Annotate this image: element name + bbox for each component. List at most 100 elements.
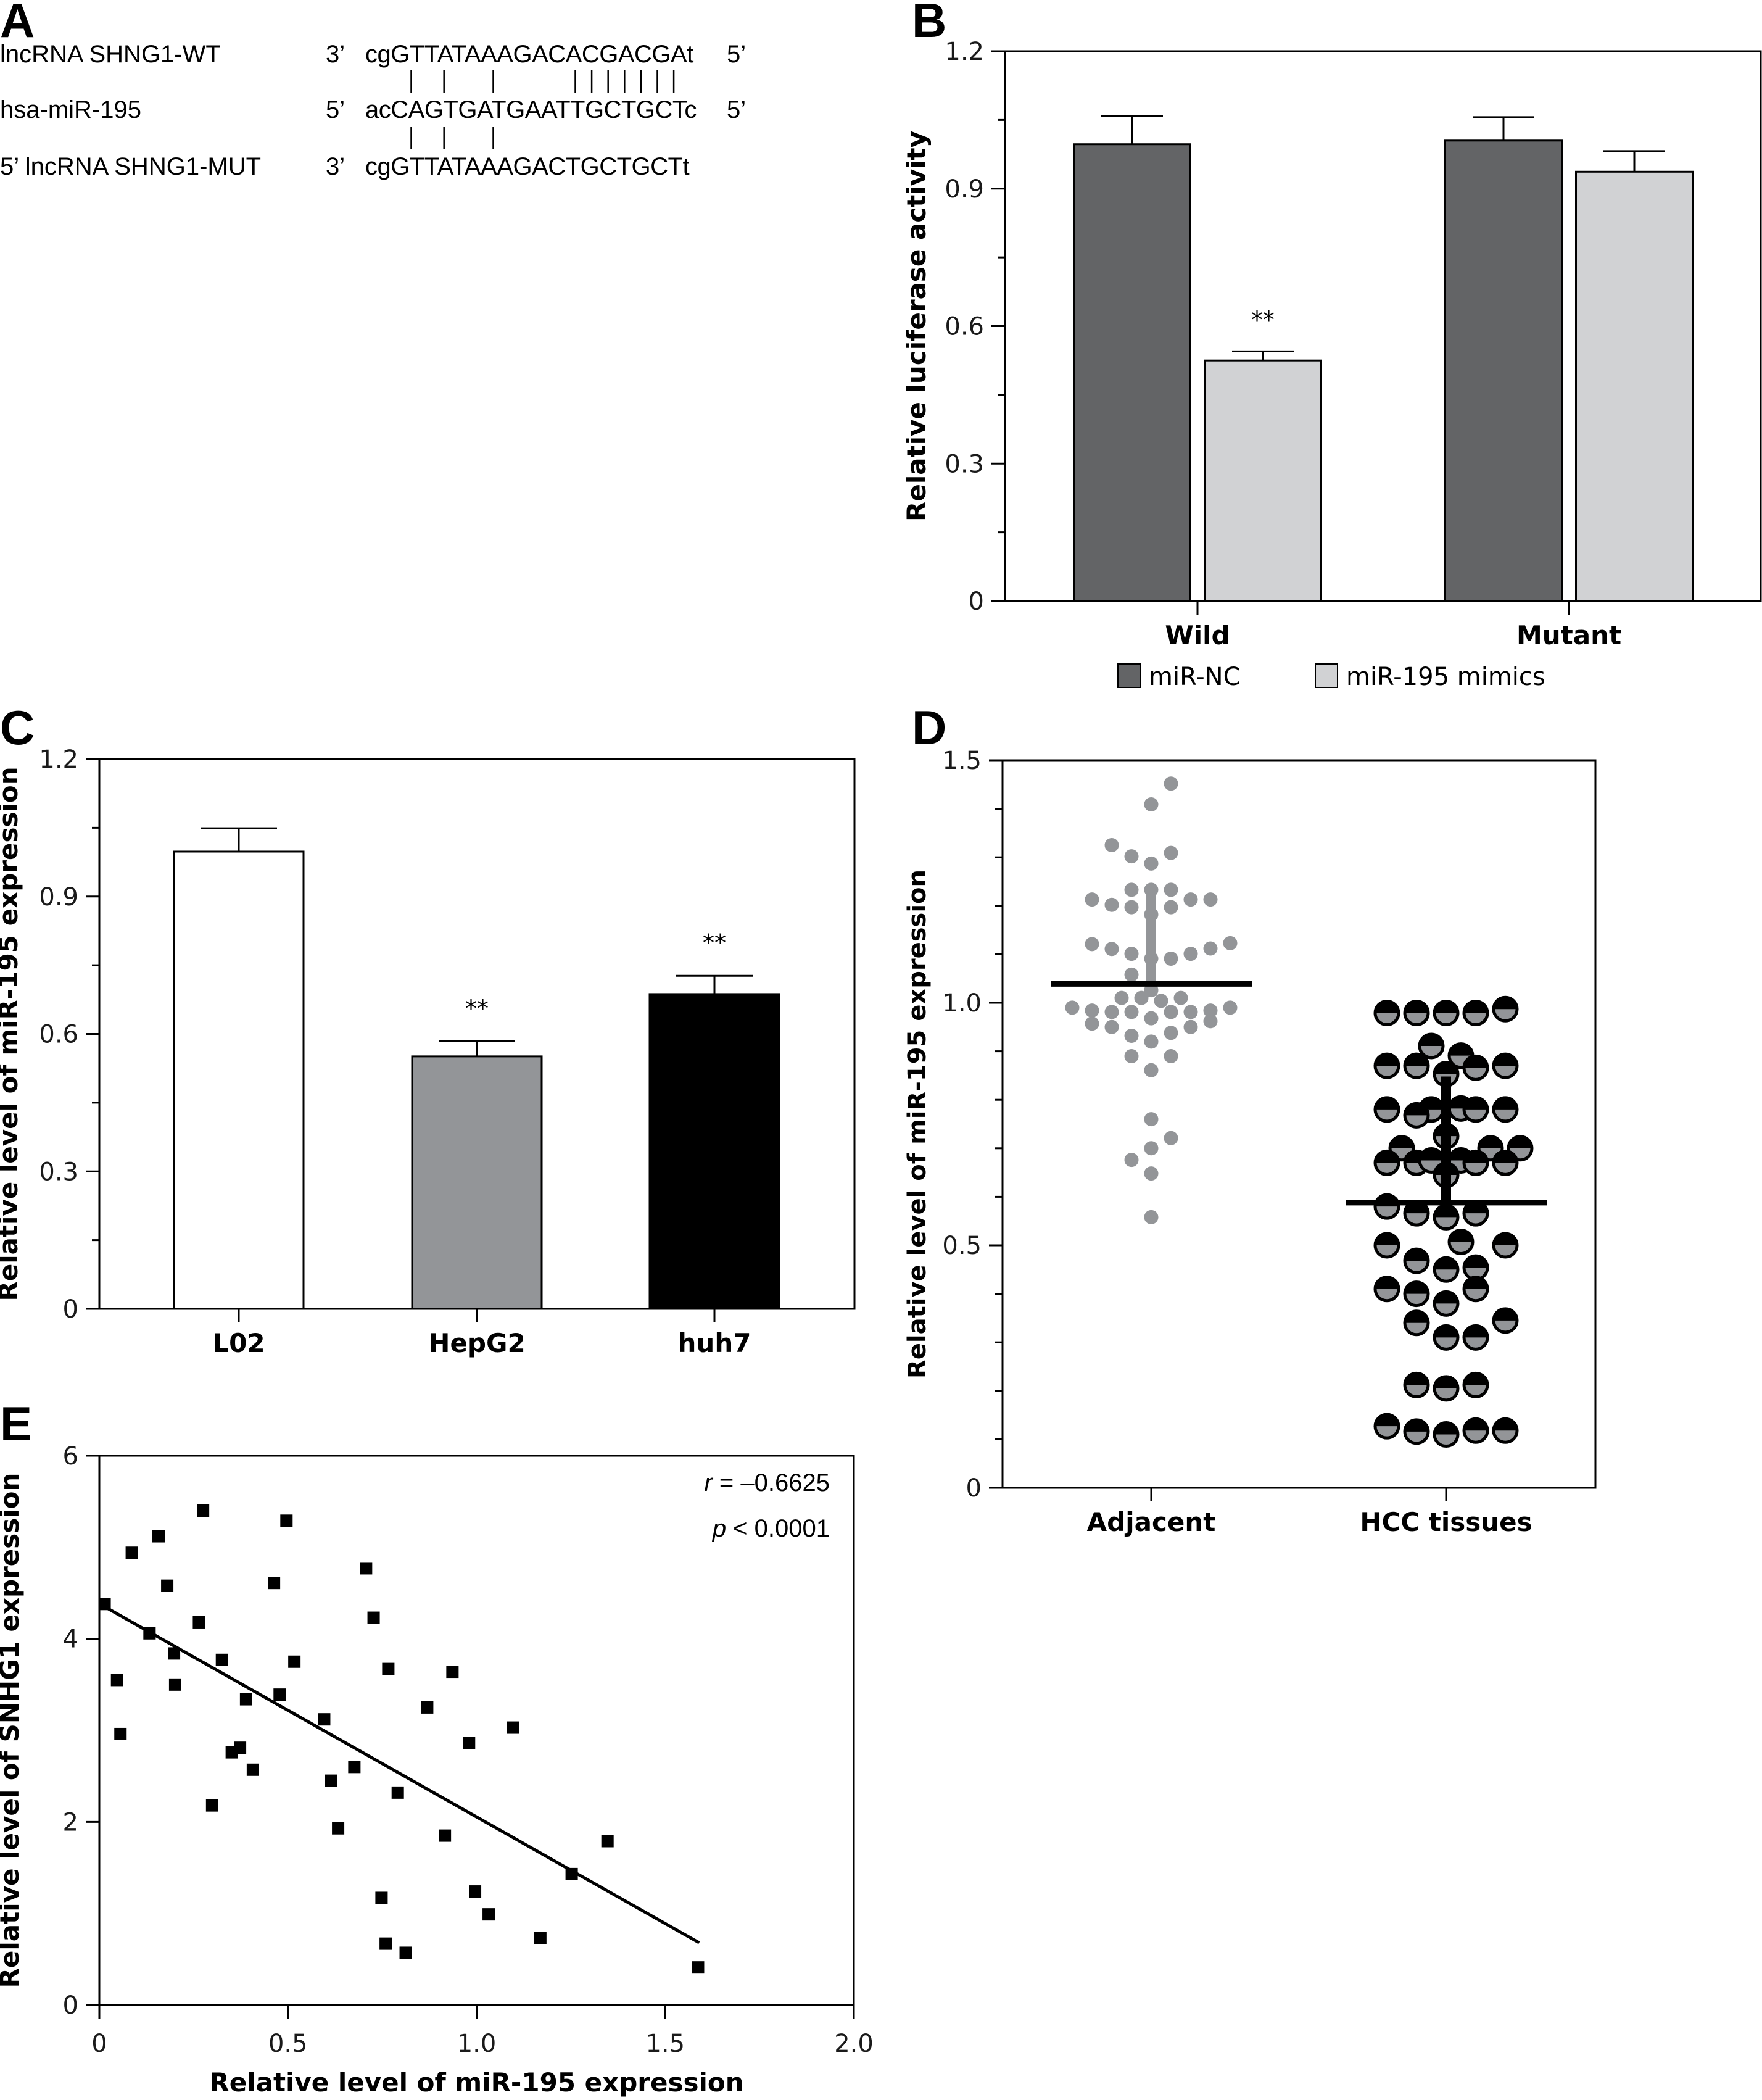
data-point: [382, 1662, 395, 1675]
data-point: [1462, 1054, 1489, 1081]
p-symbol: p: [712, 1515, 726, 1542]
y-tick-label: 0.6: [945, 313, 984, 341]
data-point: [1144, 1011, 1159, 1026]
data-point: [1462, 1324, 1489, 1351]
y-tick-label: 1.5: [942, 747, 982, 775]
data-point: [1373, 1276, 1400, 1303]
data-point: [565, 1867, 578, 1880]
data-point: [1492, 1232, 1519, 1259]
bar: [173, 850, 305, 1310]
data-point: [1104, 1005, 1119, 1019]
point-top-half: [1464, 1056, 1487, 1068]
data-point: [534, 1932, 547, 1944]
seq-end-left: 3’: [326, 153, 345, 180]
y-tick-label: 1.2: [39, 745, 78, 774]
point-top-half: [1449, 1230, 1473, 1242]
data-point: [1164, 1131, 1178, 1145]
data-point: [1085, 1016, 1099, 1031]
seq-end-left: 5’: [326, 96, 345, 123]
point-top-half: [1405, 1419, 1428, 1432]
y-tick-label: 0.9: [39, 883, 78, 911]
x-tick-label: huh7: [678, 1328, 751, 1358]
data-point: [601, 1835, 614, 1848]
data-point: [1373, 1413, 1400, 1440]
point-top-half: [1508, 1136, 1532, 1148]
data-point: [268, 1577, 281, 1590]
plot-frame-d: [1001, 759, 1597, 1489]
data-point: [332, 1822, 345, 1835]
bar: [648, 993, 780, 1310]
bar: [1575, 170, 1694, 602]
seq-name: lncRNA SHNG1-WT: [0, 41, 221, 68]
data-point: [1403, 1052, 1430, 1079]
point-top-half: [1494, 997, 1517, 1010]
point-top-half: [1464, 1373, 1487, 1385]
point-top-half: [1405, 1311, 1428, 1323]
data-point: [114, 1727, 127, 1740]
data-point: [1124, 849, 1139, 864]
point-top-half: [1464, 1001, 1487, 1013]
data-point: [1144, 1063, 1159, 1077]
point-top-half: [1449, 1044, 1473, 1056]
data-point: [1403, 1418, 1430, 1445]
data-point: [469, 1885, 482, 1898]
data-point: [1104, 942, 1119, 957]
data-point: [1104, 838, 1119, 853]
significance-label: **: [465, 995, 489, 1022]
data-point: [1403, 1247, 1430, 1274]
seq-end-right: 5’: [727, 41, 747, 68]
significance-label: **: [1251, 306, 1275, 333]
point-top-half: [1375, 1001, 1399, 1013]
point-top-half: [1434, 1001, 1458, 1013]
bar: [411, 1055, 543, 1310]
data-point: [1462, 1096, 1489, 1123]
bar: [1204, 359, 1322, 602]
point-top-half: [1375, 1277, 1399, 1289]
data-point: [192, 1616, 205, 1629]
data-point: [348, 1761, 361, 1774]
point-top-half: [1494, 1097, 1517, 1110]
point-top-half: [1464, 1326, 1487, 1338]
point-top-half: [1494, 1308, 1517, 1321]
point-top-half: [1494, 1419, 1517, 1431]
data-point: [391, 1786, 404, 1799]
point-top-half: [1434, 1258, 1458, 1270]
point-top-half: [1405, 1373, 1428, 1385]
x-tick-label: Mutant: [1516, 620, 1621, 650]
y-tick-label: 0: [969, 587, 984, 616]
data-point: [421, 1701, 434, 1714]
p-value: p < 0.0001: [712, 1515, 830, 1542]
data-point: [692, 1961, 705, 1974]
data-point: [125, 1546, 138, 1559]
data-point: [439, 1829, 452, 1842]
data-point: [110, 1674, 123, 1687]
r-symbol: r: [704, 1469, 713, 1496]
correlation-r: r = –0.6625: [704, 1469, 830, 1496]
point-top-half: [1420, 1148, 1443, 1161]
x-tick-label: HepG2: [428, 1328, 525, 1358]
bar: [1073, 143, 1191, 602]
point-top-half: [1375, 1054, 1399, 1066]
data-point: [1085, 937, 1099, 952]
y-tick-label: 0.3: [945, 450, 984, 478]
point-top-half: [1375, 1151, 1399, 1163]
data-point: [1164, 951, 1178, 966]
data-point: [1183, 1005, 1198, 1019]
data-point: [1492, 1052, 1519, 1079]
y-tick-label: 0: [63, 1295, 78, 1324]
seq-end-right: 5’: [727, 96, 747, 123]
pairing-lines-bottom: [365, 123, 494, 153]
y-tick-label: 0.3: [39, 1158, 78, 1186]
point-top-half: [1434, 1422, 1458, 1435]
y-tick-label: 0: [966, 1474, 982, 1503]
data-point: [168, 1678, 181, 1691]
y-tick-label: 1.0: [942, 989, 982, 1018]
r-value: = –0.6625: [713, 1469, 830, 1496]
data-point: [379, 1937, 392, 1950]
data-point: [1104, 897, 1119, 912]
point-top-half: [1464, 1256, 1487, 1268]
data-point: [1203, 1014, 1218, 1029]
seq-name: hsa-miR-195: [0, 96, 141, 123]
data-point: [1462, 1276, 1489, 1303]
